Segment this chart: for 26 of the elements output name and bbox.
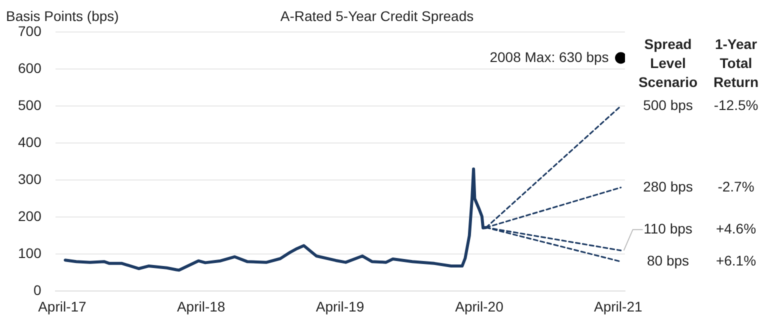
data-label: 2008 Max: 630 bps (490, 48, 609, 65)
x-tick-label: April-20 (455, 298, 504, 314)
x-tick-label: April-17 (38, 298, 87, 314)
data-label: 80 bps (646, 252, 690, 268)
chart-title: A-Rated 5-Year Credit Spreads (280, 8, 474, 24)
y-tick-label: 300 (18, 170, 42, 187)
y-tick-label: 500 (18, 96, 42, 113)
text: -12.5% (714, 96, 758, 113)
text: Spread Level Scenario (638, 36, 698, 90)
y-tick-label: 200 (18, 208, 42, 224)
x-tick-label: April-21 (594, 298, 642, 314)
y-tick-label: 700 (18, 22, 42, 39)
y-tick-label: 100 (18, 245, 42, 262)
text: 1-Year Total Return (713, 36, 759, 90)
y-tick-label: 0 (34, 282, 42, 298)
text: +6.1% (716, 252, 756, 268)
y-axis-title: Basis Points (bps) (6, 8, 119, 24)
data-label: 280 bps (643, 178, 693, 194)
text: +4.6% (716, 220, 756, 236)
x-tick-label: April-19 (316, 298, 364, 314)
y-tick-label: 600 (18, 60, 42, 76)
y-tick-label: 400 (18, 134, 42, 150)
data-label: 110 bps (644, 220, 692, 236)
text: -2.7% (718, 178, 754, 194)
x-tick-label: April-18 (176, 298, 226, 314)
data-label: 500 bps (643, 96, 693, 113)
